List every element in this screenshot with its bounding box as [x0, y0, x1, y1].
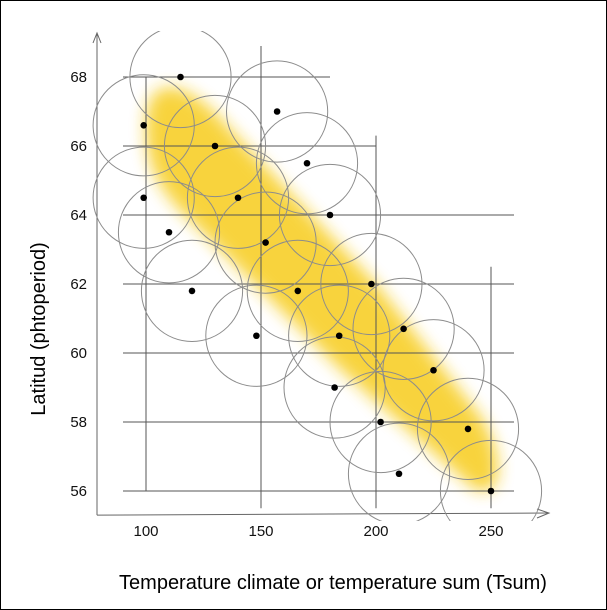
yellow-density-band — [146, 87, 498, 492]
x-axis-title: Temperature climate or temperature sum (… — [119, 572, 547, 594]
neighborhood-circle — [288, 284, 391, 387]
data-point — [294, 287, 302, 295]
data-point — [331, 384, 338, 391]
y-tick-label: 56 — [70, 483, 87, 500]
neighborhood-circle — [226, 60, 329, 163]
data-point — [400, 325, 407, 333]
density-band — [146, 87, 498, 492]
y-axis-arrow — [92, 31, 102, 44]
data-points — [140, 73, 495, 495]
neighborhood-circle — [329, 370, 432, 474]
neighborhood-circle — [278, 163, 382, 267]
neighborhood-circle — [439, 439, 543, 521]
neighborhood-circle — [163, 94, 267, 198]
data-point — [140, 194, 147, 202]
data-point — [377, 418, 384, 426]
data-point — [335, 332, 343, 340]
neighborhood-circle — [246, 239, 349, 342]
neighborhood-circle — [205, 284, 308, 387]
x-axis-line — [96, 512, 550, 516]
neighborhood-circle — [92, 74, 195, 177]
y-axis-title: Latitud (phtoperiod) — [28, 242, 50, 415]
data-point — [262, 239, 269, 246]
data-point — [464, 425, 472, 433]
x-tick-label: 200 — [363, 523, 388, 540]
neighborhood-circle — [382, 319, 485, 422]
data-point — [487, 487, 495, 495]
data-point — [326, 211, 334, 219]
data-point — [395, 470, 403, 478]
x-tick-label: 250 — [478, 523, 503, 540]
neighborhood-circle — [347, 422, 451, 521]
x-axis-arrow — [536, 508, 551, 519]
neighborhood-circle — [92, 146, 195, 249]
axes — [92, 31, 551, 519]
y-tick-label: 68 — [70, 69, 87, 86]
neighborhood-circle — [416, 377, 520, 480]
data-point — [303, 159, 311, 167]
neighborhood-circle — [283, 336, 386, 439]
data-point — [165, 228, 173, 236]
data-point — [430, 366, 437, 374]
y-tick-label: 58 — [70, 414, 87, 431]
grid — [123, 45, 514, 509]
x-tick-label: 100 — [133, 523, 158, 540]
y-tick-label: 64 — [70, 207, 87, 224]
data-point — [368, 280, 375, 288]
data-point — [253, 332, 260, 340]
y-tick-label: 62 — [70, 276, 87, 293]
neighborhood-circles — [92, 31, 543, 521]
data-point — [188, 287, 196, 295]
neighborhood-circle — [320, 232, 423, 336]
tick-labels: 100 150 200 250 56 58 60 62 64 66 68 — [70, 69, 503, 540]
data-point — [177, 73, 184, 81]
data-point — [140, 122, 147, 129]
neighborhood-circle — [214, 191, 317, 294]
neighborhood-circle — [117, 181, 221, 284]
x-tick-label: 150 — [248, 523, 273, 540]
data-point — [211, 142, 219, 150]
data-point — [273, 108, 281, 115]
data-point — [234, 194, 242, 202]
y-tick-label: 66 — [70, 138, 87, 155]
neighborhood-circle — [352, 277, 455, 380]
neighborhood-circle — [140, 239, 244, 342]
y-tick-label: 60 — [70, 345, 87, 362]
